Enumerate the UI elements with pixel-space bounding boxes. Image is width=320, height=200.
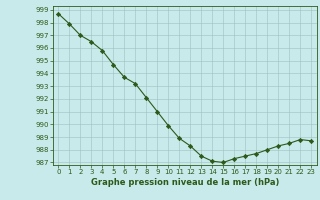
X-axis label: Graphe pression niveau de la mer (hPa): Graphe pression niveau de la mer (hPa) <box>91 178 279 187</box>
